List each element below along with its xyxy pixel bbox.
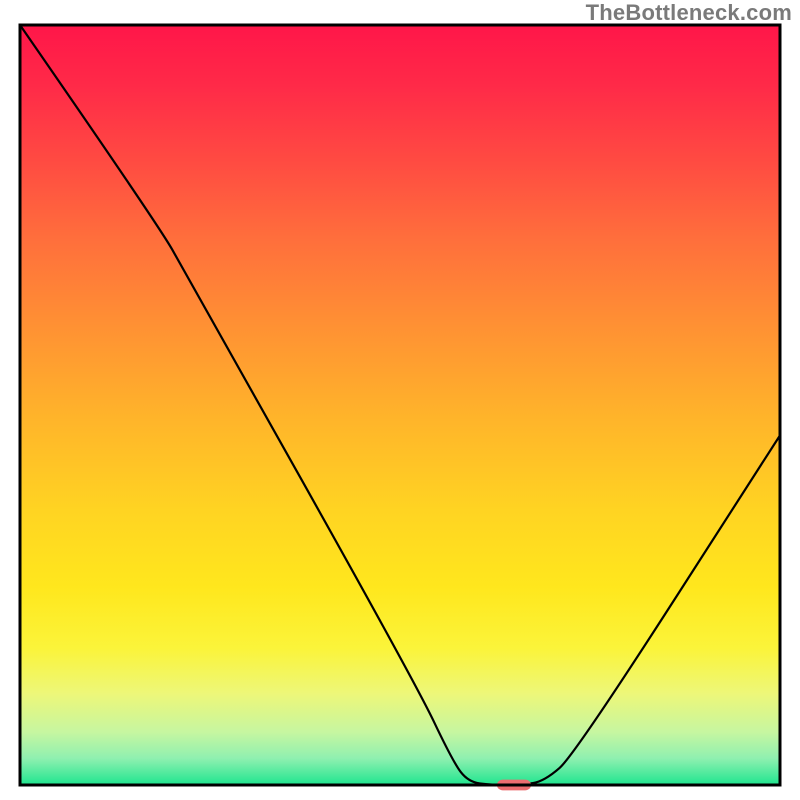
chart-stage: TheBottleneck.com xyxy=(0,0,800,800)
bottleneck-chart xyxy=(0,0,800,800)
gradient-background xyxy=(20,25,780,785)
